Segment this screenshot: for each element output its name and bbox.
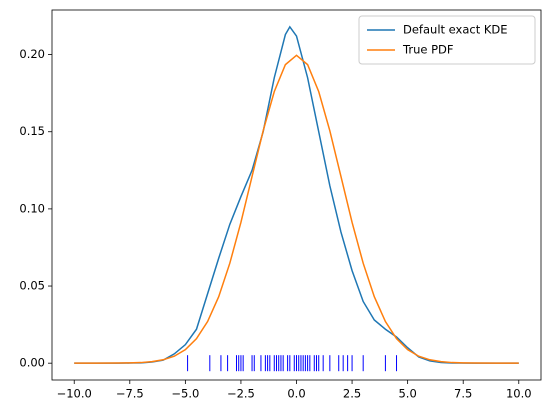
- y-tick-label: 0.00: [19, 356, 45, 370]
- axes-frame: [51, 9, 542, 381]
- x-tick-label: −10.0: [57, 387, 92, 401]
- y-tick-label: 0.10: [19, 201, 45, 215]
- series-line: [74, 25, 519, 364]
- x-tick-label: −2.5: [227, 387, 255, 401]
- legend-label: Default exact KDE: [403, 23, 508, 37]
- y-tick-label: 0.15: [19, 124, 45, 138]
- y-tick-label: 0.05: [19, 279, 45, 293]
- x-tick-label: 2.5: [343, 387, 361, 401]
- x-tick-label: 5.0: [398, 387, 416, 401]
- x-tick-label: −7.5: [116, 387, 144, 401]
- x-tick-label: 10.0: [506, 387, 532, 401]
- x-tick-label: 0.0: [287, 387, 305, 401]
- legend-label: True PDF: [402, 43, 454, 57]
- series-line: [74, 54, 519, 364]
- x-tick-label: −5.0: [171, 387, 199, 401]
- x-tick-label: 7.5: [454, 387, 472, 401]
- y-tick-label: 0.20: [19, 47, 45, 61]
- legend-box: [358, 15, 536, 65]
